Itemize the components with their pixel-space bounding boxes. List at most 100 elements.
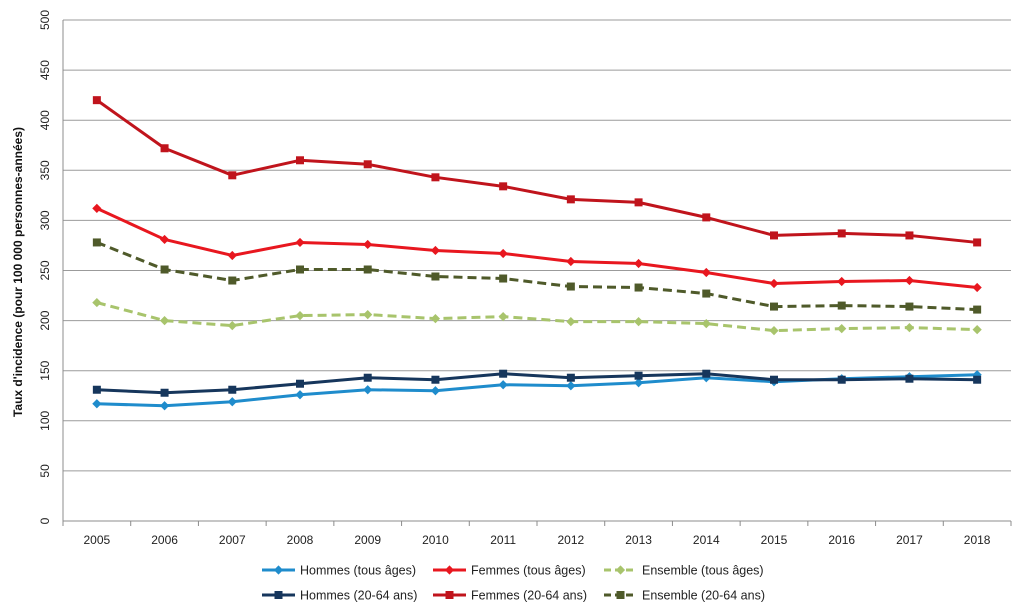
series-line — [95, 98, 978, 244]
series-2 — [92, 297, 982, 336]
data-point — [92, 385, 101, 394]
y-tick-label: 300 — [38, 210, 52, 230]
data-point — [973, 305, 982, 314]
legend-label: Ensemble (tous âges) — [642, 564, 764, 578]
data-point — [837, 375, 846, 384]
data-point — [633, 317, 644, 327]
data-point — [160, 265, 169, 274]
data-point — [431, 173, 440, 182]
data-point — [634, 198, 643, 207]
data-point — [159, 316, 170, 326]
legend: Hommes (tous âges) Femmes (tous âges) Ense… — [262, 564, 765, 603]
x-tick-label: 2006 — [151, 533, 178, 547]
legend-swatch-marker — [273, 565, 284, 575]
series-line — [96, 241, 978, 312]
x-tick-label: 2017 — [896, 533, 923, 547]
data-point — [227, 321, 237, 331]
legend-item: Ensemble (tous âges) — [604, 564, 764, 578]
series-3 — [92, 369, 982, 397]
legend-label: Femmes (tous âges) — [471, 564, 586, 578]
data-point — [837, 276, 847, 287]
y-tick-label: 0 — [38, 517, 52, 524]
x-tick-label: 2007 — [219, 533, 246, 547]
data-point — [634, 283, 643, 292]
data-point — [363, 265, 372, 274]
x-tick-label: 2016 — [828, 533, 855, 547]
data-point — [566, 373, 575, 382]
data-point — [92, 238, 101, 247]
data-point — [296, 379, 304, 388]
data-point — [905, 374, 914, 383]
data-point — [228, 276, 237, 285]
axes: 0 50 100 150 200 250 300 350 400 450 500 2005 2006 20… — [38, 10, 1012, 547]
data-point — [634, 371, 643, 380]
y-tick-label: 100 — [38, 410, 52, 430]
data-point — [837, 229, 846, 238]
legend-swatch-marker — [616, 591, 625, 599]
data-point — [296, 156, 304, 165]
legend-item: Ensemble (20-64 ans) — [604, 589, 765, 603]
data-point — [972, 325, 982, 335]
x-tick-label: 2008 — [287, 533, 314, 547]
data-point — [92, 203, 102, 213]
x-tick-label: 2013 — [625, 533, 652, 547]
data-point — [770, 231, 778, 240]
legend-swatch-marker — [444, 565, 455, 575]
series-1 — [92, 203, 982, 293]
legend-item: Hommes (tous âges) — [262, 564, 416, 578]
data-point — [972, 282, 982, 293]
data-point — [633, 258, 644, 269]
data-point — [498, 380, 508, 390]
data-point — [769, 278, 779, 289]
y-tick-label: 500 — [38, 10, 52, 30]
data-point — [228, 171, 237, 180]
data-point — [498, 311, 508, 322]
y-tick-label: 50 — [38, 464, 52, 478]
data-point — [499, 369, 508, 378]
y-tick-label: 350 — [38, 160, 52, 180]
data-point — [363, 385, 373, 395]
y-tick-label: 400 — [38, 110, 52, 130]
data-point — [633, 378, 644, 388]
x-tick-label: 2005 — [84, 533, 111, 547]
data-point — [566, 282, 575, 291]
data-point — [363, 239, 373, 250]
data-point — [566, 317, 576, 327]
data-point — [227, 397, 237, 407]
series-4 — [92, 96, 982, 247]
data-point — [160, 144, 169, 153]
data-point — [973, 375, 982, 384]
data-point — [701, 267, 711, 278]
data-point — [905, 302, 914, 311]
data-point — [363, 160, 372, 169]
legend-label: Hommes (tous âges) — [300, 564, 416, 578]
x-tick-label: 2015 — [761, 533, 788, 547]
data-point — [973, 238, 982, 247]
x-tick-label: 2009 — [354, 533, 381, 547]
data-point — [904, 323, 915, 333]
data-point — [295, 310, 305, 321]
series-5 — [92, 238, 982, 314]
data-point — [837, 324, 847, 334]
data-point — [566, 381, 576, 391]
data-point — [363, 309, 373, 320]
legend-label: Femmes (20-64 ans) — [471, 589, 587, 603]
data-point — [499, 274, 508, 283]
data-point — [92, 297, 102, 308]
y-tick-label: 250 — [38, 260, 52, 280]
data-point — [430, 386, 441, 396]
data-point — [702, 289, 711, 298]
data-point — [296, 265, 304, 274]
data-point — [227, 250, 237, 261]
data-point — [904, 275, 915, 286]
data-point — [159, 401, 170, 411]
data-point — [430, 313, 441, 324]
data-point — [363, 373, 372, 382]
data-point — [431, 272, 440, 281]
x-tick-label: 2014 — [693, 533, 720, 547]
legend-item: Femmes (tous âges) — [433, 564, 586, 578]
y-tick-label: 450 — [38, 60, 52, 80]
legend-item: Hommes (20-64 ans) — [262, 589, 417, 603]
data-point — [431, 375, 440, 384]
